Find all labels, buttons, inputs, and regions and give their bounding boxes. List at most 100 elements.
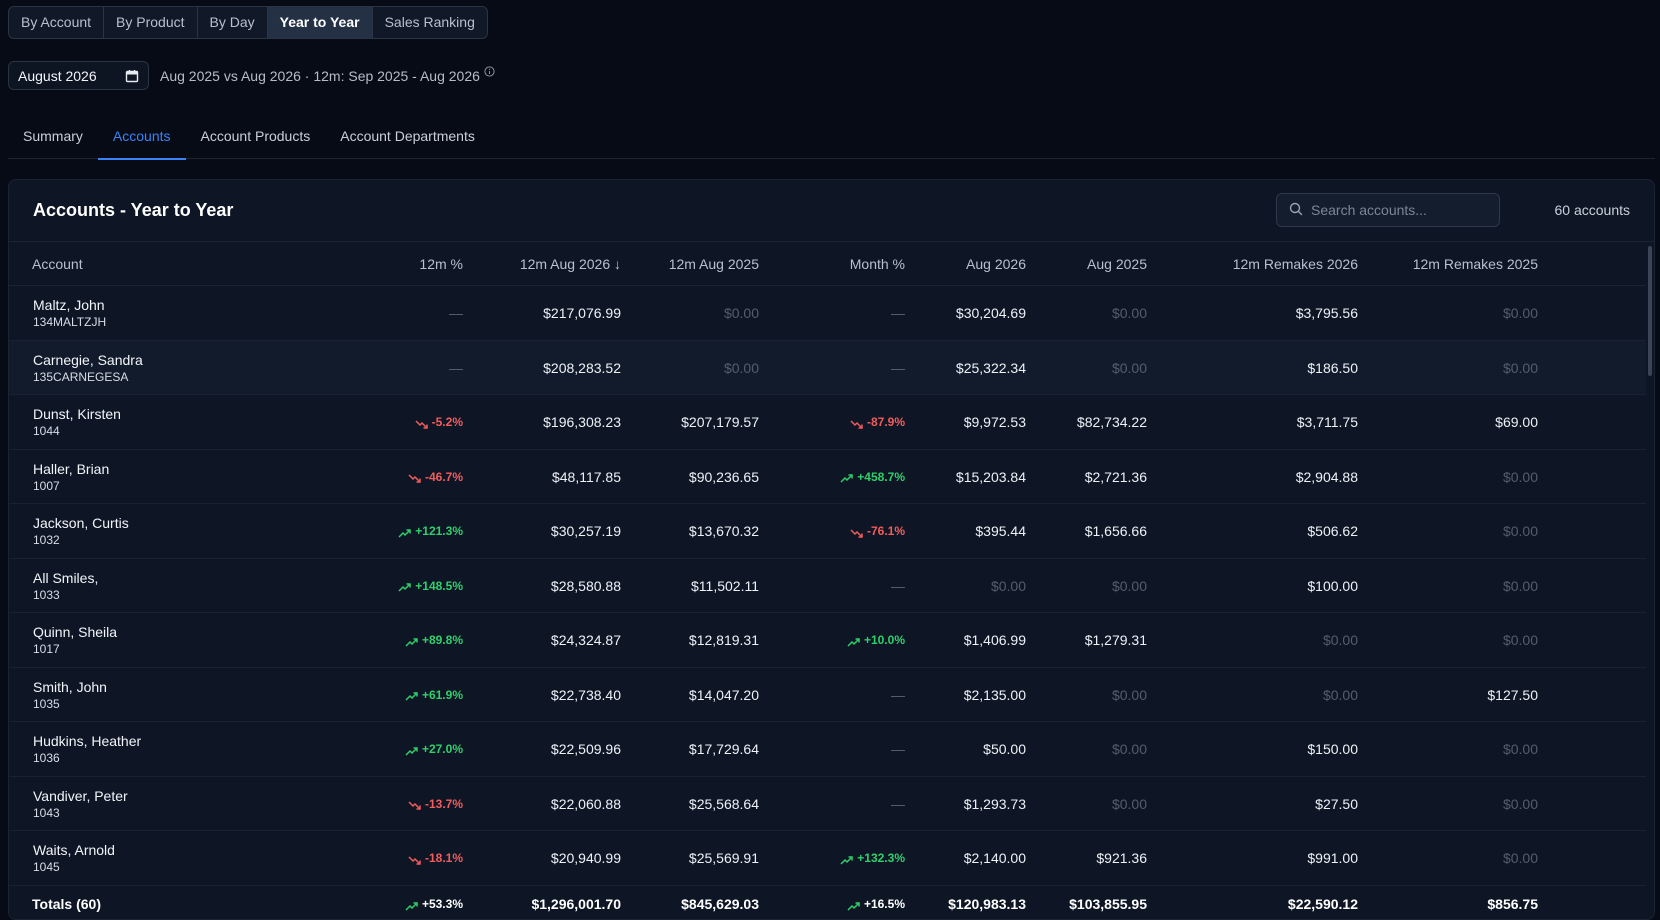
cell-remakes-2025: $0.00	[1502, 523, 1538, 539]
cell-remakes-2026: $0.00	[1322, 686, 1358, 703]
account-name: Haller, Brian	[33, 460, 110, 477]
cell-aug-2025: $0.00	[1111, 577, 1147, 594]
calendar-icon[interactable]	[125, 69, 139, 83]
col-aug-2025[interactable]: Aug 2025	[1087, 256, 1147, 272]
cell-12m-pct: -13.7%	[408, 797, 463, 811]
totals-12m-pct: +53.3%	[405, 897, 463, 911]
table-row[interactable]: Dunst, Kirsten 1044 -5.2% -87.9% $196,308.23…	[9, 395, 1647, 450]
table-row[interactable]: Jackson, Curtis 1032 +121.3% -76.1% $30,257.…	[9, 504, 1647, 559]
cell-aug-2025: $82,734.22	[1076, 414, 1147, 430]
account-cell: Smith, John 1035	[33, 679, 107, 712]
table-row[interactable]: Carnegie, Sandra 135CARNEGESA — — $208,283.5…	[9, 340, 1647, 395]
col-account[interactable]: Account	[32, 256, 83, 272]
cell-12m-aug-2026: $30,257.19	[550, 523, 621, 539]
account-cell: Vandiver, Peter 1043	[33, 788, 128, 821]
table-row[interactable]: Waits, Arnold 1045 -18.1% +132.3% $20,940.99…	[9, 831, 1647, 886]
cell-aug-2026: $9,972.53	[963, 414, 1026, 430]
cell-remakes-2025: $127.50	[1487, 686, 1538, 703]
totals-12m-aug-2026: $1,296,001.70	[531, 896, 621, 912]
col-remakes-2026[interactable]: 12m Remakes 2026	[1232, 256, 1358, 272]
table-row[interactable]: All Smiles, 1033 +148.5% — $28,580.88 $11,502…	[9, 559, 1647, 613]
col-12m-aug-2026[interactable]: 12m Aug 2026 ↓	[519, 256, 621, 272]
account-name: Hudkins, Heather	[33, 733, 142, 749]
search-box[interactable]	[1276, 193, 1500, 227]
account-name: Waits, Arnold	[33, 842, 115, 858]
trend-up-icon	[405, 636, 418, 647]
totals-row: Totals (60) +53.3% $1,296,001.70 $845,62…	[9, 886, 1647, 919]
cell-12m-pct: +121.3%	[398, 524, 463, 538]
trend-up-icon	[398, 581, 412, 592]
cell-remakes-2025: $0.00	[1502, 359, 1538, 376]
cell-12m-aug-2026: $24,324.87	[550, 632, 621, 648]
tab-account-departments[interactable]: Account Departments	[340, 128, 475, 144]
info-icon[interactable]	[484, 64, 495, 80]
table-row[interactable]: Quinn, Sheila 1017 +89.8% +10.0% $24,324.87 $…	[9, 613, 1647, 668]
view-selector: By Account By Product By Day Year to Yea…	[8, 6, 488, 39]
cell-month-pct: —	[891, 577, 905, 594]
view-tab-by-account[interactable]: By Account	[9, 7, 105, 38]
cell-12m-aug-2025: $12,819.31	[688, 632, 759, 648]
cell-remakes-2026: $27.50	[1315, 795, 1358, 812]
view-tab-by-product[interactable]: By Product	[104, 7, 198, 38]
cell-aug-2025: $2,721.36	[1084, 468, 1147, 485]
account-id: 1032	[33, 533, 60, 547]
trend-up-icon	[847, 900, 860, 911]
cell-12m-aug-2025: $13,670.32	[688, 523, 759, 539]
view-tab-sales-ranking[interactable]: Sales Ranking	[384, 14, 475, 30]
trend-down-icon	[408, 854, 421, 865]
account-id: 1007	[33, 478, 60, 493]
view-tab-by-day[interactable]: By Day	[198, 7, 268, 38]
account-name: Carnegie, Sandra	[33, 351, 143, 368]
cell-remakes-2025: $0.00	[1502, 632, 1538, 648]
trend-up-icon	[398, 527, 412, 538]
table-scrollbar[interactable]	[1646, 242, 1654, 919]
col-remakes-2025[interactable]: 12m Remakes 2025	[1412, 256, 1538, 272]
account-id: 1045	[33, 860, 60, 874]
cell-remakes-2026: $0.00	[1322, 632, 1358, 648]
totals-aug-2025: $103,855.95	[1069, 896, 1147, 912]
cell-remakes-2026: $991.00	[1307, 850, 1358, 866]
tab-accounts[interactable]: Accounts	[97, 117, 186, 160]
sub-tabs: Summary Accounts Account Products Accoun…	[8, 117, 1655, 160]
search-input[interactable]	[1311, 202, 1491, 218]
account-name: All Smiles,	[33, 569, 99, 586]
col-12m-aug-2025[interactable]: 12m Aug 2025	[668, 256, 759, 272]
table-row[interactable]: Haller, Brian 1007 -46.7% +458.7% $48,117.85…	[9, 450, 1647, 504]
accounts-card: Accounts - Year to Year 60 accounts Acco…	[8, 179, 1655, 920]
cell-12m-aug-2025: $25,569.91	[688, 850, 759, 866]
totals-label: Totals (60)	[32, 896, 101, 912]
cell-12m-pct: —	[449, 359, 463, 376]
cell-remakes-2026: $150.00	[1307, 741, 1358, 757]
tab-summary[interactable]: Summary	[23, 128, 83, 144]
cell-12m-aug-2026: $217,076.99	[543, 305, 621, 321]
cell-12m-aug-2025: $207,179.57	[681, 414, 759, 430]
col-12m-pct[interactable]: 12m %	[419, 256, 463, 272]
cell-12m-aug-2025: $25,568.64	[688, 795, 759, 812]
cell-12m-aug-2026: $196,308.23	[543, 414, 621, 430]
table-row[interactable]: Smith, John 1035 +61.9% — $22,738.40 $14,047.…	[9, 668, 1647, 722]
search-icon	[1289, 202, 1303, 219]
trend-up-icon	[840, 854, 854, 865]
cell-aug-2026: $1,293.73	[963, 795, 1026, 812]
cell-12m-aug-2025: $17,729.64	[688, 741, 759, 757]
col-aug-2026[interactable]: Aug 2026	[966, 256, 1026, 272]
table-row[interactable]: Hudkins, Heather 1036 +27.0% — $22,509.96 $17…	[9, 722, 1647, 777]
scrollbar-thumb[interactable]	[1648, 246, 1652, 376]
account-id: 1036	[33, 751, 60, 765]
account-name: Smith, John	[33, 678, 107, 695]
cell-month-pct: —	[891, 305, 905, 321]
cell-aug-2026: $1,406.99	[963, 632, 1026, 648]
table-row[interactable]: Maltz, John 134MALTZJH — — $217,076.99 $0.00 $…	[9, 286, 1647, 341]
trend-down-icon	[850, 527, 863, 538]
cell-remakes-2026: $506.62	[1307, 523, 1358, 539]
col-month-pct[interactable]: Month %	[849, 256, 905, 272]
trend-down-icon	[408, 799, 421, 810]
cell-12m-aug-2026: $22,060.88	[550, 795, 621, 812]
month-picker[interactable]: August 2026	[8, 61, 149, 90]
view-tab-year-to-year[interactable]: Year to Year	[267, 7, 373, 38]
cell-12m-pct: +148.5%	[398, 579, 463, 593]
cell-aug-2025: $0.00	[1111, 686, 1147, 703]
table-row[interactable]: Vandiver, Peter 1043 -13.7% — $22,060.88 $25,…	[9, 777, 1647, 831]
trend-up-icon	[840, 472, 854, 483]
tab-account-products[interactable]: Account Products	[200, 128, 311, 144]
